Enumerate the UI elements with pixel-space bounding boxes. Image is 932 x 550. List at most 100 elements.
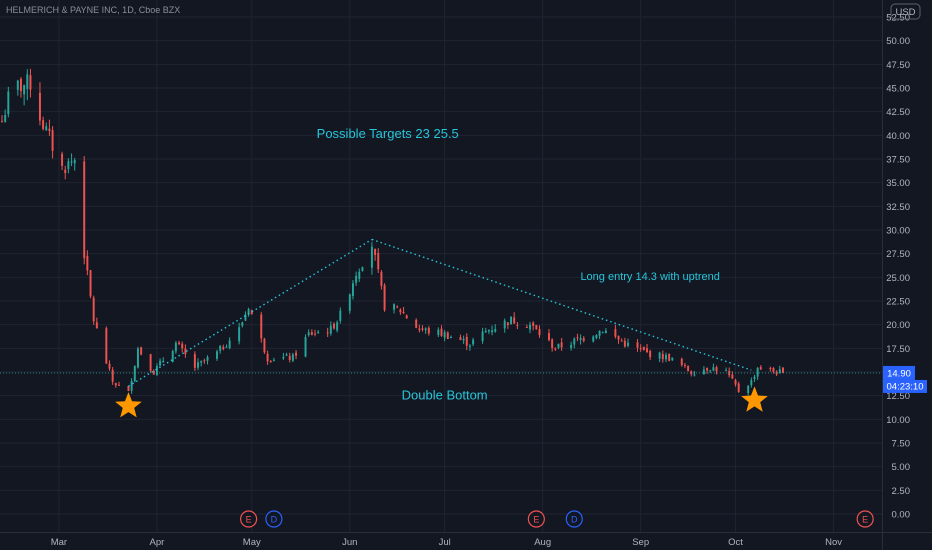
candle-body [525, 327, 528, 329]
candle-body [45, 126, 48, 131]
candle-body [23, 85, 26, 95]
candle-body [64, 169, 67, 173]
candle-body [19, 78, 22, 92]
candle-body [734, 379, 737, 385]
line-layer [0, 238, 882, 387]
candle-body [415, 319, 418, 328]
candle-body [48, 128, 51, 132]
candle-body [529, 324, 531, 330]
candle-body [247, 309, 250, 315]
candle-body [304, 337, 307, 357]
candle-body [491, 330, 494, 333]
candle-body [380, 271, 383, 286]
candle-body [361, 267, 364, 272]
candle-body [348, 294, 351, 311]
event-marker[interactable] [565, 510, 583, 528]
annotation-text: Possible Targets 23 25.5 [317, 126, 459, 141]
candle-body [282, 356, 285, 359]
candle-body [737, 383, 740, 392]
candle-body [358, 271, 361, 279]
candle-body [664, 354, 667, 360]
candle-body [623, 340, 626, 347]
candle-body [510, 316, 513, 325]
candle-body [38, 92, 41, 121]
candle-body [769, 368, 772, 370]
y-tick-label: 25.00 [886, 273, 910, 284]
annot-layer: Possible Targets 23 25.5 Long entry 14.3 … [115, 126, 768, 418]
candle-body [639, 348, 642, 350]
candle-body [83, 161, 86, 259]
candle-body [4, 115, 7, 122]
y-tick-label: 47.50 [886, 60, 910, 71]
candle-body [494, 328, 497, 332]
candle-body [484, 330, 487, 333]
candle-body [51, 130, 54, 151]
candle-body [459, 337, 462, 341]
currency-badge[interactable] [890, 3, 921, 20]
candle-body [592, 336, 595, 342]
x-tick-label: Sep [632, 537, 649, 548]
star-marker [741, 386, 768, 412]
event-marker[interactable] [527, 510, 545, 528]
candle-body [228, 340, 231, 349]
candle-body [225, 346, 228, 348]
candle-body [449, 336, 452, 339]
y-tick-label: 40.00 [886, 131, 910, 142]
candle-body [753, 376, 756, 379]
candle-body [197, 362, 200, 368]
candle-body [579, 338, 582, 340]
candle-body [111, 369, 114, 382]
candle-body [443, 332, 446, 338]
y-tick-label: 27.50 [886, 249, 910, 260]
candle-body [307, 332, 310, 336]
y-tick-label: 52.50 [886, 13, 910, 24]
candle-body [374, 248, 377, 256]
x-tick-label: Mar [51, 537, 67, 548]
candle-body [671, 357, 674, 361]
candle-body [193, 354, 196, 368]
y-tick-label: 5.00 [892, 462, 911, 473]
candle-body [370, 246, 373, 268]
candle-body [336, 322, 339, 331]
x-tick-label: Aug [534, 537, 551, 548]
candle-body [535, 324, 538, 330]
event-marker[interactable] [856, 510, 874, 528]
candle-body [781, 367, 784, 373]
candle-body [105, 328, 108, 364]
y-tick-label: 2.50 [892, 486, 911, 497]
y-tick-label: 32.50 [886, 202, 910, 213]
candle-body [285, 354, 288, 356]
candle-body [598, 330, 601, 336]
candle-body [244, 314, 247, 321]
candle-body [171, 351, 174, 363]
candle-body [399, 309, 402, 313]
candle-body [582, 338, 585, 341]
candle-layer [1, 68, 784, 396]
currency-label: USD [895, 7, 915, 18]
candle-body [715, 367, 718, 372]
candle-body [133, 365, 136, 382]
x-tick-label: Oct [728, 537, 743, 548]
event-marker[interactable] [265, 510, 283, 528]
candle-body [642, 346, 645, 351]
candle-body [687, 365, 690, 372]
candle-body [706, 367, 709, 371]
candle-body [424, 328, 427, 330]
candle-body [690, 371, 693, 375]
candle-body [573, 338, 576, 345]
candle-body [658, 352, 661, 359]
candle-body [649, 350, 652, 358]
candle-body [162, 360, 165, 363]
candle-body [709, 370, 712, 372]
candle-body [516, 324, 519, 326]
candle-body [750, 380, 753, 386]
candle-body [73, 160, 76, 164]
candle-body [377, 253, 380, 270]
candle-body [646, 348, 648, 353]
candle-body [402, 312, 405, 314]
event-marker[interactable] [240, 510, 258, 528]
candle-body [174, 342, 177, 352]
event-marker-label: E [862, 515, 868, 525]
y-tick-label: 42.50 [886, 107, 910, 118]
